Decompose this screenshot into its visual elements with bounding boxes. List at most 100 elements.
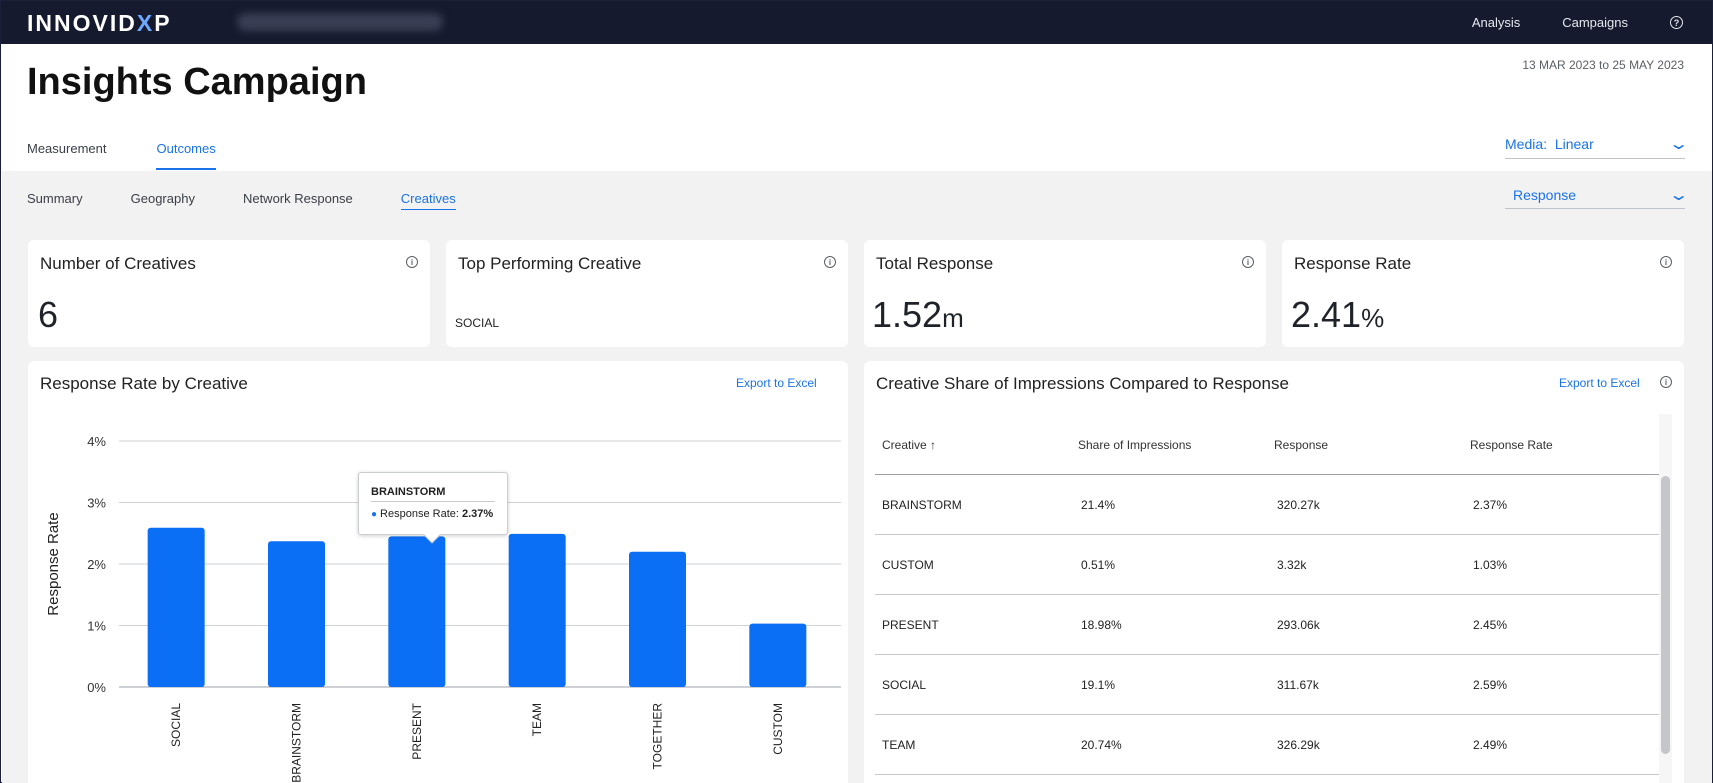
- info-icon[interactable]: i: [1660, 256, 1672, 268]
- info-icon[interactable]: i: [406, 256, 418, 268]
- kpi-title: Top Performing Creative: [458, 254, 642, 273]
- bar: [147, 527, 205, 687]
- column-header-share-of-impressions[interactable]: Share of Impressions: [1078, 438, 1192, 452]
- tooltip-value: 2.37%: [462, 508, 494, 520]
- primary-tabs: Measurement Outcomes: [27, 141, 266, 170]
- cell-creative: CUSTOM: [882, 558, 934, 572]
- help-icon[interactable]: ?: [1670, 16, 1683, 29]
- kpi-card-response-rate: Response Rate i 2.41%: [1282, 240, 1684, 347]
- table-scrollbar-thumb[interactable]: [1661, 476, 1670, 754]
- tab-geography[interactable]: Geography: [130, 191, 195, 206]
- kpi-title: Total Response: [876, 254, 994, 273]
- cell-response: 3.32k: [1277, 558, 1307, 572]
- tab-summary[interactable]: Summary: [27, 191, 83, 206]
- export-to-excel-link[interactable]: Export to Excel: [736, 376, 817, 390]
- cell-response: 311.67k: [1277, 678, 1319, 692]
- table-row: TEAM 20.74% 326.29k 2.49%: [875, 715, 1659, 775]
- table-row: SOCIAL 19.1% 311.67k 2.59%: [875, 655, 1659, 715]
- kpi-card-total-response: Total Response i 1.52m: [864, 240, 1266, 347]
- cell-creative: TEAM: [882, 738, 916, 752]
- chevron-down-icon: ⌄: [1667, 135, 1690, 153]
- table-header-row: Creative ↑ Share of Impressions Response…: [875, 414, 1659, 475]
- media-dropdown[interactable]: Media: Linear ⌄: [1505, 129, 1689, 159]
- column-header-response[interactable]: Response: [1274, 438, 1329, 452]
- metric-dropdown-value: Response: [1513, 186, 1577, 203]
- cell-share: 19.1%: [1081, 678, 1116, 692]
- info-icon[interactable]: i: [1660, 376, 1672, 388]
- bar: [388, 536, 446, 687]
- bar: [268, 541, 325, 687]
- y-tick-label: 1%: [87, 619, 106, 634]
- cell-share: 0.51%: [1081, 558, 1116, 572]
- y-axis-label: Response Rate: [45, 512, 62, 615]
- series-dot-icon: ●: [371, 509, 378, 520]
- tooltip-divider: [371, 501, 495, 502]
- kpi-title: Response Rate: [1294, 254, 1412, 273]
- x-tick-label: SOCIAL: [169, 703, 183, 747]
- cell-creative: BRAINSTORM: [882, 498, 962, 512]
- cell-response: 293.06k: [1277, 618, 1320, 632]
- secondary-tabs: Summary Geography Network Response Creat…: [27, 191, 504, 210]
- x-tick-label: TEAM: [530, 703, 544, 736]
- date-range: 13 MAR 2023 to 25 MAY 2023: [1522, 58, 1684, 72]
- metric-dropdown[interactable]: Response ⌄: [1505, 181, 1689, 209]
- y-tick-label: 4%: [87, 434, 106, 449]
- column-header-response-rate[interactable]: Response Rate: [1470, 438, 1553, 452]
- y-tick-label: 2%: [87, 557, 106, 572]
- media-dropdown-value: Linear: [1554, 135, 1594, 152]
- nav-analysis[interactable]: Analysis: [1471, 15, 1521, 30]
- innovid-xp-logo[interactable]: INNOVIDXP: [27, 10, 172, 36]
- page-title: Insights Campaign: [27, 61, 367, 103]
- export-to-excel-link[interactable]: Export to Excel: [1559, 376, 1640, 390]
- tab-creatives[interactable]: Creatives: [400, 191, 456, 210]
- blurred-account-name: [237, 13, 443, 31]
- y-tick-label: 0%: [87, 680, 106, 695]
- cell-share: 18.98%: [1081, 618, 1122, 632]
- tooltip-title: BRAINSTORM: [371, 486, 446, 498]
- y-tick-label: 3%: [87, 496, 106, 511]
- cell-share: 20.74%: [1081, 738, 1122, 752]
- tab-measurement[interactable]: Measurement: [27, 141, 107, 156]
- cell-response-rate: 2.37%: [1473, 498, 1508, 512]
- cell-creative: PRESENT: [882, 618, 939, 632]
- kpi-text-value: SOCIAL: [455, 316, 500, 330]
- bar: [629, 551, 686, 687]
- media-dropdown-label: Media:: [1505, 135, 1548, 152]
- cell-response: 326.29k: [1277, 738, 1320, 752]
- tooltip-label: Response Rate:: [380, 508, 459, 520]
- chevron-down-icon: ⌄: [1667, 186, 1690, 204]
- bar: [749, 623, 807, 687]
- response-rate-bar-chart: 0% 1% 2% 3% 4% Response Rate SOCIAL BRAINSTORM P…: [45, 434, 841, 783]
- cell-response-rate: 2.49%: [1473, 738, 1508, 752]
- cell-response-rate: 1.03%: [1473, 558, 1508, 572]
- tab-outcomes[interactable]: Outcomes: [156, 141, 216, 170]
- kpi-card-number-of-creatives: Number of Creatives i 6: [28, 240, 430, 347]
- info-icon[interactable]: i: [1242, 256, 1254, 268]
- bar: [508, 533, 566, 687]
- x-tick-label: CUSTOM: [771, 703, 785, 755]
- chart-title: Response Rate by Creative: [40, 374, 248, 393]
- table-row: BRAINSTORM 21.4% 320.27k 2.37%: [875, 475, 1659, 535]
- table-row: PRESENT 18.98% 293.06k 2.45%: [875, 595, 1659, 655]
- chart-tooltip: BRAINSTORM ● Response Rate: 2.37%: [358, 472, 508, 544]
- x-tick-label: TOGETHER: [651, 703, 665, 770]
- kpi-value: 1.52m: [872, 294, 964, 335]
- cell-response-rate: 2.45%: [1473, 618, 1508, 632]
- table-title: Creative Share of Impressions Compared t…: [876, 374, 1289, 393]
- kpi-value: 2.41%: [1291, 294, 1385, 335]
- cell-creative: SOCIAL: [882, 678, 927, 692]
- cell-share: 21.4%: [1081, 498, 1116, 512]
- column-header-creative[interactable]: Creative ↑: [882, 438, 937, 452]
- kpi-title: Number of Creatives: [40, 254, 196, 273]
- tab-network-response[interactable]: Network Response: [242, 191, 353, 206]
- cell-response-rate: 2.59%: [1473, 678, 1508, 692]
- kpi-card-top-performing-creative: Top Performing Creative i SOCIAL: [446, 240, 848, 347]
- info-icon[interactable]: i: [824, 256, 836, 268]
- nav-campaigns[interactable]: Campaigns: [1562, 15, 1628, 30]
- x-tick-label: PRESENT: [410, 702, 424, 759]
- top-navigation-bar: INNOVIDXP Analysis Campaigns ?: [1, 1, 1712, 44]
- table-row: CUSTOM 0.51% 3.32k 1.03%: [875, 535, 1659, 595]
- x-tick-label: BRAINSTORM: [290, 703, 304, 783]
- cell-response: 320.27k: [1277, 498, 1320, 512]
- table-card: Creative Share of Impressions Compared t…: [864, 361, 1684, 783]
